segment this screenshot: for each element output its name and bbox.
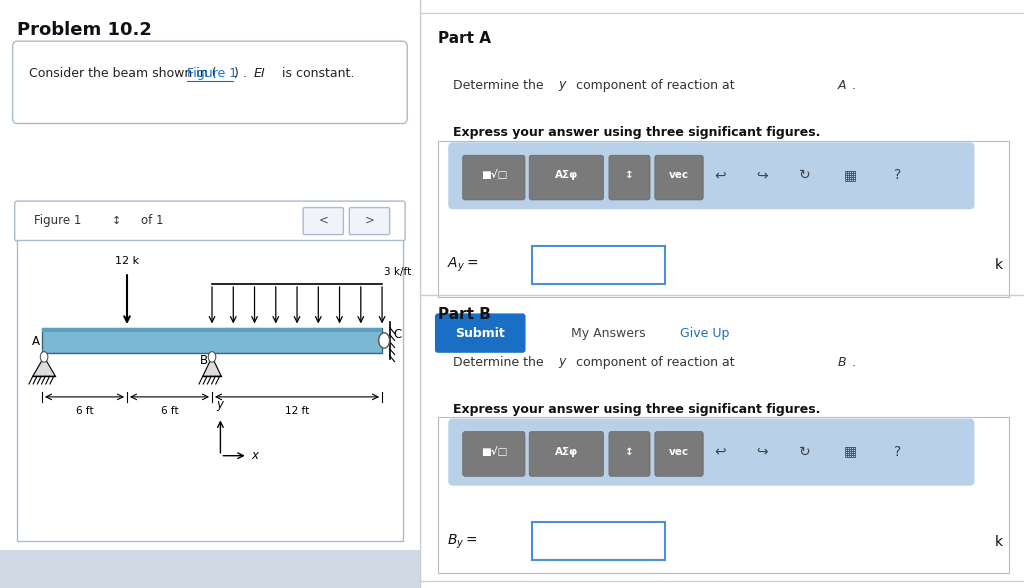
Text: Figure 1: Figure 1 xyxy=(186,67,237,80)
Text: B: B xyxy=(200,354,208,367)
Text: .: . xyxy=(851,79,855,92)
FancyBboxPatch shape xyxy=(529,155,603,200)
Text: k: k xyxy=(994,534,1002,549)
Text: Figure 1: Figure 1 xyxy=(34,214,81,227)
Text: C: C xyxy=(394,328,402,341)
Text: ) .: ) . xyxy=(233,67,251,80)
Text: vec: vec xyxy=(669,446,689,457)
Text: ↕: ↕ xyxy=(625,446,634,457)
Text: 6 ft: 6 ft xyxy=(161,406,178,416)
FancyBboxPatch shape xyxy=(438,141,1009,297)
Text: $A_y =$: $A_y =$ xyxy=(447,256,478,275)
Text: ↕: ↕ xyxy=(112,215,121,226)
Text: ↻: ↻ xyxy=(799,445,811,459)
Text: <: < xyxy=(318,214,329,227)
FancyBboxPatch shape xyxy=(303,208,343,235)
Text: Give Up: Give Up xyxy=(680,327,729,340)
Text: $x$: $x$ xyxy=(251,449,260,462)
Circle shape xyxy=(40,352,48,362)
Text: $y$: $y$ xyxy=(558,79,567,93)
Text: Part A: Part A xyxy=(438,31,490,46)
Text: Express your answer using three significant figures.: Express your answer using three signific… xyxy=(453,403,820,416)
FancyBboxPatch shape xyxy=(655,432,703,476)
Text: ▦: ▦ xyxy=(844,168,856,182)
FancyBboxPatch shape xyxy=(449,142,975,209)
Text: ■√□: ■√□ xyxy=(480,170,507,181)
Text: ↪: ↪ xyxy=(757,445,768,459)
FancyBboxPatch shape xyxy=(16,240,403,541)
Text: 6 ft: 6 ft xyxy=(76,406,93,416)
Circle shape xyxy=(379,333,389,348)
Text: ↩: ↩ xyxy=(715,445,726,459)
Text: k: k xyxy=(994,258,1002,272)
Text: component of reaction at: component of reaction at xyxy=(572,356,738,369)
Text: $EI$: $EI$ xyxy=(253,67,266,80)
Circle shape xyxy=(208,352,216,362)
Text: 12 k: 12 k xyxy=(115,256,139,266)
FancyBboxPatch shape xyxy=(529,432,603,476)
Text: Consider the beam shown in (: Consider the beam shown in ( xyxy=(30,67,217,80)
Text: vec: vec xyxy=(669,170,689,181)
Polygon shape xyxy=(33,357,55,376)
Text: $B_y =$: $B_y =$ xyxy=(447,532,477,551)
FancyBboxPatch shape xyxy=(531,522,665,560)
Text: of 1: of 1 xyxy=(140,214,163,227)
Text: ↕: ↕ xyxy=(625,170,634,181)
Text: ↻: ↻ xyxy=(799,168,811,182)
FancyBboxPatch shape xyxy=(12,41,408,123)
Text: ↩: ↩ xyxy=(715,168,726,182)
Text: A: A xyxy=(32,335,40,348)
Text: Submit: Submit xyxy=(456,327,505,340)
Text: ?: ? xyxy=(894,445,901,459)
Text: >: > xyxy=(365,214,375,227)
Text: $B$: $B$ xyxy=(837,356,847,369)
FancyBboxPatch shape xyxy=(349,208,389,235)
Text: $y$: $y$ xyxy=(216,399,225,413)
FancyBboxPatch shape xyxy=(609,155,650,200)
Text: $A$: $A$ xyxy=(837,79,847,92)
Text: ↪: ↪ xyxy=(757,168,768,182)
FancyBboxPatch shape xyxy=(531,246,665,284)
FancyBboxPatch shape xyxy=(655,155,703,200)
Text: Determine the: Determine the xyxy=(453,356,548,369)
Text: component of reaction at: component of reaction at xyxy=(572,79,738,92)
Text: Express your answer using three significant figures.: Express your answer using three signific… xyxy=(453,126,820,139)
Text: ΑΣφ: ΑΣφ xyxy=(555,170,578,181)
Text: Part B: Part B xyxy=(438,307,490,322)
FancyBboxPatch shape xyxy=(449,419,975,486)
Text: 3 k/ft: 3 k/ft xyxy=(384,267,412,277)
Text: ΑΣφ: ΑΣφ xyxy=(555,446,578,457)
Bar xyxy=(42,328,382,332)
FancyBboxPatch shape xyxy=(463,155,525,200)
Text: Determine the: Determine the xyxy=(453,79,548,92)
Bar xyxy=(0,550,420,588)
Text: ■√□: ■√□ xyxy=(480,446,507,457)
FancyBboxPatch shape xyxy=(609,432,650,476)
Text: 12 ft: 12 ft xyxy=(285,406,309,416)
Text: .: . xyxy=(851,356,855,369)
FancyBboxPatch shape xyxy=(435,313,525,353)
Text: is constant.: is constant. xyxy=(278,67,354,80)
Text: ?: ? xyxy=(894,168,901,182)
Text: ▦: ▦ xyxy=(844,445,856,459)
Text: $y$: $y$ xyxy=(558,356,567,370)
Text: Problem 10.2: Problem 10.2 xyxy=(16,21,152,39)
FancyBboxPatch shape xyxy=(14,201,406,241)
Bar xyxy=(42,328,382,353)
Text: My Answers: My Answers xyxy=(571,327,645,340)
Polygon shape xyxy=(203,357,221,376)
FancyBboxPatch shape xyxy=(463,432,525,476)
FancyBboxPatch shape xyxy=(438,417,1009,573)
